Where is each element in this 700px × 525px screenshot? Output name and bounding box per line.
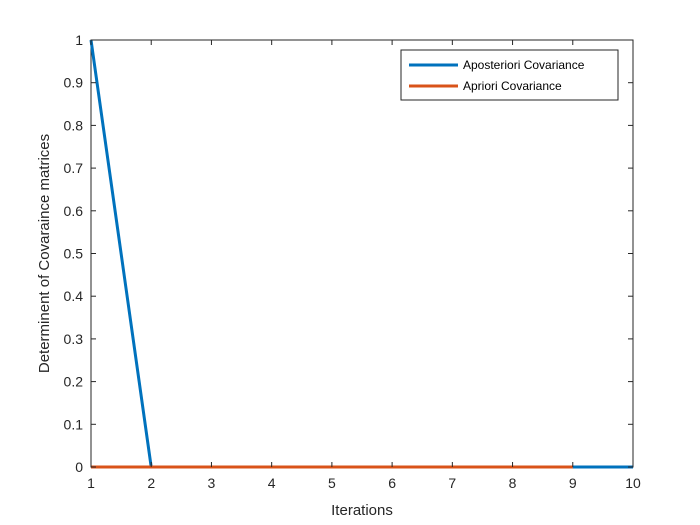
legend: Aposteriori Covariance Apriori Covariance xyxy=(400,49,619,101)
legend-label: Apriori Covariance xyxy=(463,79,562,93)
x-tick-label: 4 xyxy=(268,475,276,491)
y-tick-label: 0.3 xyxy=(64,331,84,347)
y-tick-label: 1 xyxy=(75,32,83,48)
y-tick-label: 0 xyxy=(75,459,83,475)
plot-area xyxy=(90,39,634,468)
x-tick-label: 1 xyxy=(87,475,95,491)
legend-label: Aposteriori Covariance xyxy=(463,58,585,72)
y-tick-label: 0.9 xyxy=(64,75,84,91)
plot-frame xyxy=(90,39,634,468)
x-tick-label: 2 xyxy=(147,475,155,491)
x-tick-label: 10 xyxy=(625,475,641,491)
x-axis-ticks: 1 2 3 4 5 6 7 8 9 10 xyxy=(87,40,641,491)
y-axis-ticks: 0 0.1 0.2 0.3 0.4 0.5 0.6 0.7 0.8 0.9 1 xyxy=(64,32,633,475)
legend-box xyxy=(400,49,619,101)
y-tick-label: 0.4 xyxy=(64,288,84,304)
x-tick-label: 3 xyxy=(208,475,216,491)
y-tick-label: 0.2 xyxy=(64,374,84,390)
y-tick-label: 0.6 xyxy=(64,203,84,219)
x-axis-title: Iterations xyxy=(331,502,393,519)
y-tick-label: 0.1 xyxy=(64,416,84,432)
x-tick-label: 8 xyxy=(509,475,517,491)
y-tick-label: 0.8 xyxy=(64,117,84,133)
x-tick-label: 7 xyxy=(448,475,456,491)
x-tick-label: 5 xyxy=(328,475,336,491)
y-axis-title: Determinent of Covaraince matrices xyxy=(36,134,53,373)
x-tick-label: 9 xyxy=(569,475,577,491)
x-tick-label: 6 xyxy=(388,475,396,491)
y-tick-label: 0.5 xyxy=(64,246,84,262)
y-tick-label: 0.7 xyxy=(64,160,84,176)
